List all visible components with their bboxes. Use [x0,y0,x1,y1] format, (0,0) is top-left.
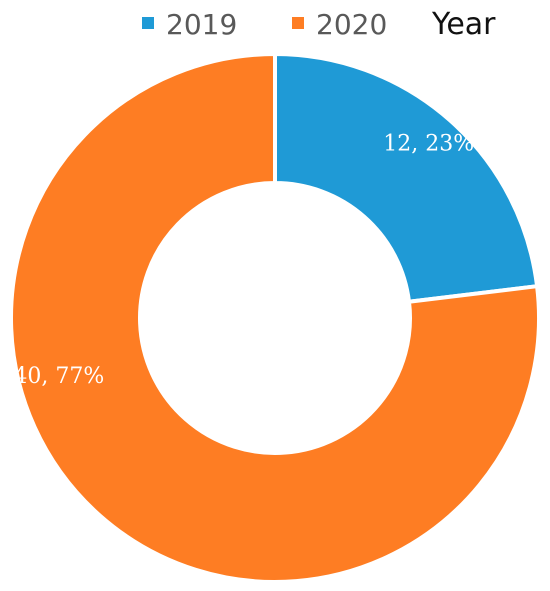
chart-legend: 2019 2020 Year [142,7,496,42]
legend-label-2020: 2020 [316,8,387,41]
legend-swatch-2020 [292,17,304,29]
data-label-2019: 12, 23% [383,132,474,157]
slice-labels: 12, 23% 40, 77% [13,132,474,389]
slice-2020 [9,52,541,584]
legend-label-2019: 2019 [166,8,237,41]
donut-slices [9,52,541,584]
legend-title: Year [431,7,496,42]
slice-2019 [273,52,540,304]
data-label-2020: 40, 77% [13,364,104,389]
legend-swatch-2019 [142,17,154,29]
